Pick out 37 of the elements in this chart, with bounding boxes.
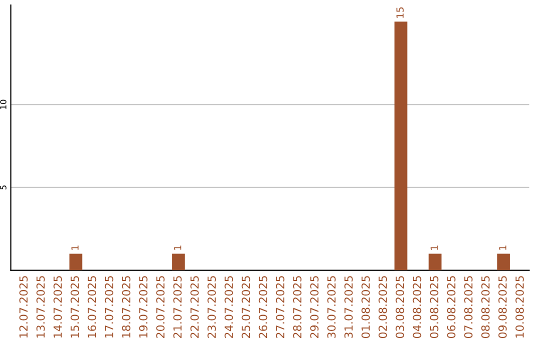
data-label: 15	[396, 7, 404, 18]
x-tick-label: 25.07.2025	[242, 276, 250, 338]
x-tick-label: 02.08.2025	[378, 276, 387, 338]
y-tick-label: 5	[0, 186, 6, 190]
x-tick-label: 13.07.2025	[36, 276, 45, 338]
x-tick-label: 30.07.2025	[327, 276, 336, 338]
x-tick-label: 06.08.2025	[447, 276, 456, 338]
x-tick-label: 14.07.2025	[54, 276, 62, 338]
x-tick-label: 29.07.2025	[310, 276, 319, 338]
x-tick-label: 08.08.2025	[481, 276, 490, 338]
x-tick-label: 21.07.2025	[173, 276, 182, 338]
data-label: 1	[71, 246, 78, 250]
y-tick-label: 10	[0, 100, 6, 109]
x-tick-label: 12.07.2025	[19, 276, 28, 338]
data-label: 1	[499, 246, 506, 250]
x-tick-label: 07.08.2025	[464, 276, 473, 338]
x-tick-label: 22.07.2025	[190, 276, 199, 338]
x-tick-label: 16.07.2025	[88, 276, 96, 338]
x-tick-label: 20.07.2025	[156, 276, 165, 338]
x-tick-label: 04.08.2025	[412, 276, 422, 338]
x-tick-label: 27.07.2025	[276, 276, 284, 338]
x-tick-label: 19.07.2025	[139, 276, 148, 338]
x-tick-label: 31.07.2025	[344, 276, 353, 338]
x-tick-label: 15.07.2025	[70, 276, 80, 338]
x-tick-label: 17.07.2025	[104, 276, 114, 338]
data-label: 1	[174, 246, 182, 250]
x-tick-label: 23.07.2025	[208, 276, 216, 338]
x-tick-label: 18.07.2025	[122, 276, 130, 338]
data-label: 1	[430, 246, 438, 250]
x-tick-label: 26.07.2025	[258, 276, 268, 338]
x-tick-label: 01.08.2025	[361, 276, 370, 338]
x-tick-label: 09.08.2025	[498, 276, 507, 338]
x-tick-label: 05.08.2025	[430, 276, 438, 338]
x-tick-label: 03.08.2025	[396, 276, 404, 338]
x-tick-label: 28.07.2025	[293, 276, 302, 338]
x-tick-label: 10.08.2025	[515, 276, 524, 338]
x-tick-label: 24.07.2025	[224, 276, 234, 338]
